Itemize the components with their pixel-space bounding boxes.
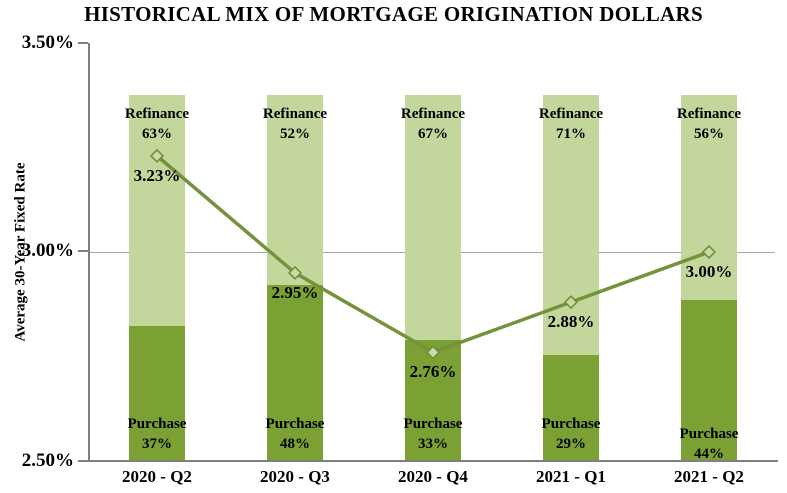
series-value: 63% [142, 126, 172, 142]
y-axis-line [88, 43, 90, 461]
series-name: Purchase [541, 416, 601, 432]
diamond-marker [425, 345, 441, 360]
series-name: Purchase [403, 416, 463, 432]
x-axis-labels: 2020 - Q2 2020 - Q3 2020 - Q4 2021 - Q1 … [88, 467, 778, 487]
rate-line [155, 154, 710, 355]
series-name: Refinance [400, 106, 466, 122]
x-category-label: 2020 - Q4 [398, 467, 468, 486]
diamond-marker [701, 244, 717, 260]
purchase-label: Purchase 37% [109, 414, 205, 454]
series-name: Refinance [262, 106, 328, 122]
rate-value-label: 2.95% [271, 282, 319, 302]
bar-group-2021-q2: Refinance 56% Purchase 44% [640, 95, 778, 462]
diamond-marker [149, 148, 165, 163]
y-tick-mark [78, 250, 88, 252]
purchase-segment [681, 299, 737, 461]
series-name: Refinance [124, 106, 190, 122]
series-value: 67% [418, 126, 448, 142]
x-axis-line [78, 460, 778, 462]
plot-area: Refinance 63% Purchase 37% Refinance 52% [78, 43, 778, 462]
bar-group-2021-q1: Refinance 71% Purchase 29% [502, 95, 640, 461]
refinance-label: Refinance 71% [523, 104, 619, 144]
rate-line-layer [149, 148, 717, 360]
rate-value-label: 2.88% [547, 312, 595, 332]
bar-group-2020-q2: Refinance 63% Purchase 37% [88, 95, 226, 461]
x-category-label: 2020 - Q3 [260, 467, 330, 486]
purchase-label: Purchase 33% [385, 414, 481, 454]
series-name: Purchase [679, 426, 739, 442]
bar-group-2020-q3: Refinance 52% Purchase 48% [226, 95, 364, 461]
purchase-segment [543, 354, 599, 461]
rate-value-label: 3.23% [133, 165, 181, 185]
purchase-label: Purchase 44% [661, 424, 757, 464]
series-value: 56% [694, 126, 724, 142]
stacked-bar: Refinance 71% Purchase 29% [539, 95, 603, 461]
purchase-segment [129, 325, 185, 461]
series-name: Refinance [538, 106, 604, 122]
diamond-marker [287, 265, 303, 280]
y-tick-label-3-00: 3.00% [21, 240, 74, 261]
refinance-label: Refinance 67% [385, 104, 481, 144]
stacked-bar: Refinance 56% Purchase 44% [677, 95, 741, 462]
series-value: 52% [280, 126, 310, 142]
series-value: 44% [694, 446, 724, 462]
y-tick-label-2-50: 2.50% [21, 450, 74, 471]
purchase-segment [267, 285, 323, 461]
rate-value-label: 2.76% [409, 362, 457, 382]
series-value: 33% [418, 436, 448, 452]
refinance-label: Refinance 56% [661, 104, 757, 144]
purchase-label: Purchase 29% [523, 414, 619, 454]
refinance-label: Refinance 52% [247, 104, 343, 144]
series-value: 37% [142, 436, 172, 452]
series-value: 48% [280, 436, 310, 452]
chart-title: HISTORICAL MIX OF MORTGAGE ORIGINATION D… [84, 2, 703, 26]
refinance-label: Refinance 63% [109, 104, 205, 144]
y-tick-label-3-50: 3.50% [21, 32, 74, 53]
purchase-segment [405, 340, 461, 461]
stacked-bar: Refinance 63% Purchase 37% [125, 95, 189, 461]
series-value: 29% [556, 436, 586, 452]
series-name: Purchase [127, 416, 187, 432]
x-category-label: 2021 - Q1 [536, 467, 606, 486]
series-name: Purchase [265, 416, 325, 432]
y-tick-mark [78, 42, 88, 44]
rate-value-label: 3.00% [685, 262, 733, 281]
x-category-label: 2020 - Q2 [122, 467, 192, 486]
series-name: Refinance [676, 106, 742, 122]
stacked-bar: Refinance 67% Purchase 33% [401, 95, 465, 461]
series-value: 71% [556, 126, 586, 142]
stacked-bar: Refinance 52% Purchase 48% [263, 95, 327, 461]
bar-group-2020-q4: Refinance 67% Purchase 33% [364, 95, 502, 461]
bars-layer: Refinance 63% Purchase 37% Refinance 52% [88, 95, 778, 462]
diamond-marker [563, 295, 579, 310]
purchase-label: Purchase 48% [247, 414, 343, 454]
x-category-label: 2021 - Q2 [674, 467, 744, 486]
